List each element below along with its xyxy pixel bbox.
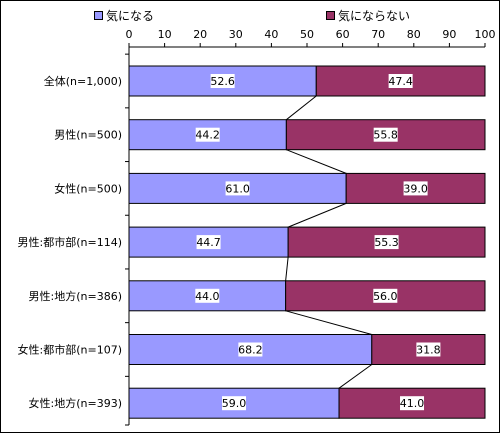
x-tick-label-3: 30 — [229, 28, 243, 41]
category-label-6: 女性:地方(n=393) — [29, 396, 122, 410]
data-label-2-0: 47.4 — [388, 75, 413, 88]
x-tick-label-8: 80 — [407, 28, 421, 41]
data-label-bg-1-3 — [196, 235, 221, 250]
data-label-bg-2-5 — [416, 342, 441, 357]
legend-item-2: 気にならない — [326, 7, 410, 23]
series-line-3 — [285, 257, 289, 281]
category-label-3: 男性:都市部(n=114) — [18, 235, 122, 249]
data-label-bg-1-4 — [195, 288, 220, 303]
data-label-1-3: 44.7 — [196, 236, 221, 249]
series-line-0 — [286, 95, 317, 121]
x-tick-label-6: 60 — [336, 28, 350, 41]
data-label-2-6: 41.0 — [400, 397, 425, 410]
legend-item-1: 気になる — [94, 7, 154, 23]
category-label-1: 男性(n=500) — [54, 128, 122, 142]
legend-label-1: 気になる — [106, 8, 155, 23]
data-label-1-1: 44.2 — [195, 129, 220, 142]
data-label-bg-2-0 — [388, 74, 413, 88]
x-tick-label-4: 40 — [264, 28, 278, 41]
data-label-1-4: 44.0 — [195, 290, 220, 303]
data-label-1-0: 52.6 — [210, 75, 235, 88]
data-label-2-2: 39.0 — [403, 182, 428, 195]
series-line-1 — [286, 149, 347, 174]
data-label-2-4: 56.0 — [373, 290, 398, 303]
data-label-1-5: 68.2 — [238, 344, 263, 357]
data-label-bg-1-0 — [210, 74, 235, 88]
legend-swatch-1 — [94, 10, 103, 20]
data-label-1-6: 59.0 — [222, 397, 247, 410]
data-label-2-3: 55.3 — [374, 236, 399, 249]
data-label-2-5: 31.8 — [416, 344, 441, 357]
data-label-1-2: 61.0 — [225, 182, 250, 195]
category-label-0: 全体(n=1,000) — [44, 74, 122, 88]
category-label-2: 女性(n=500) — [54, 181, 122, 195]
x-tick-label-9: 90 — [442, 28, 456, 41]
x-tick-label-0: 0 — [126, 28, 133, 41]
data-label-bg-2-1 — [373, 127, 398, 142]
x-tick-label-7: 70 — [371, 28, 385, 41]
data-label-bg-2-4 — [373, 288, 398, 303]
data-label-bg-2-6 — [400, 396, 425, 411]
series-line-2 — [287, 202, 347, 228]
data-label-bg-1-5 — [238, 342, 263, 357]
data-label-2-1: 55.8 — [373, 129, 398, 142]
x-tick-label-2: 20 — [193, 28, 207, 41]
category-label-5: 女性:都市部(n=107) — [18, 343, 122, 357]
series-line-4 — [285, 310, 372, 335]
legend-label-2: 気にならない — [338, 8, 411, 23]
x-tick-label-10: 100 — [475, 28, 496, 41]
series-line-5 — [338, 364, 373, 389]
data-label-bg-2-3 — [374, 235, 399, 250]
category-label-4: 男性:地方(n=386) — [29, 289, 122, 303]
x-tick-label-5: 50 — [300, 28, 314, 41]
data-label-bg-2-2 — [403, 181, 428, 196]
data-label-bg-1-1 — [195, 127, 220, 142]
data-label-bg-1-2 — [225, 181, 250, 196]
legend-swatch-2 — [326, 10, 335, 20]
x-tick-label-1: 10 — [158, 28, 172, 41]
data-label-bg-1-6 — [222, 396, 247, 411]
